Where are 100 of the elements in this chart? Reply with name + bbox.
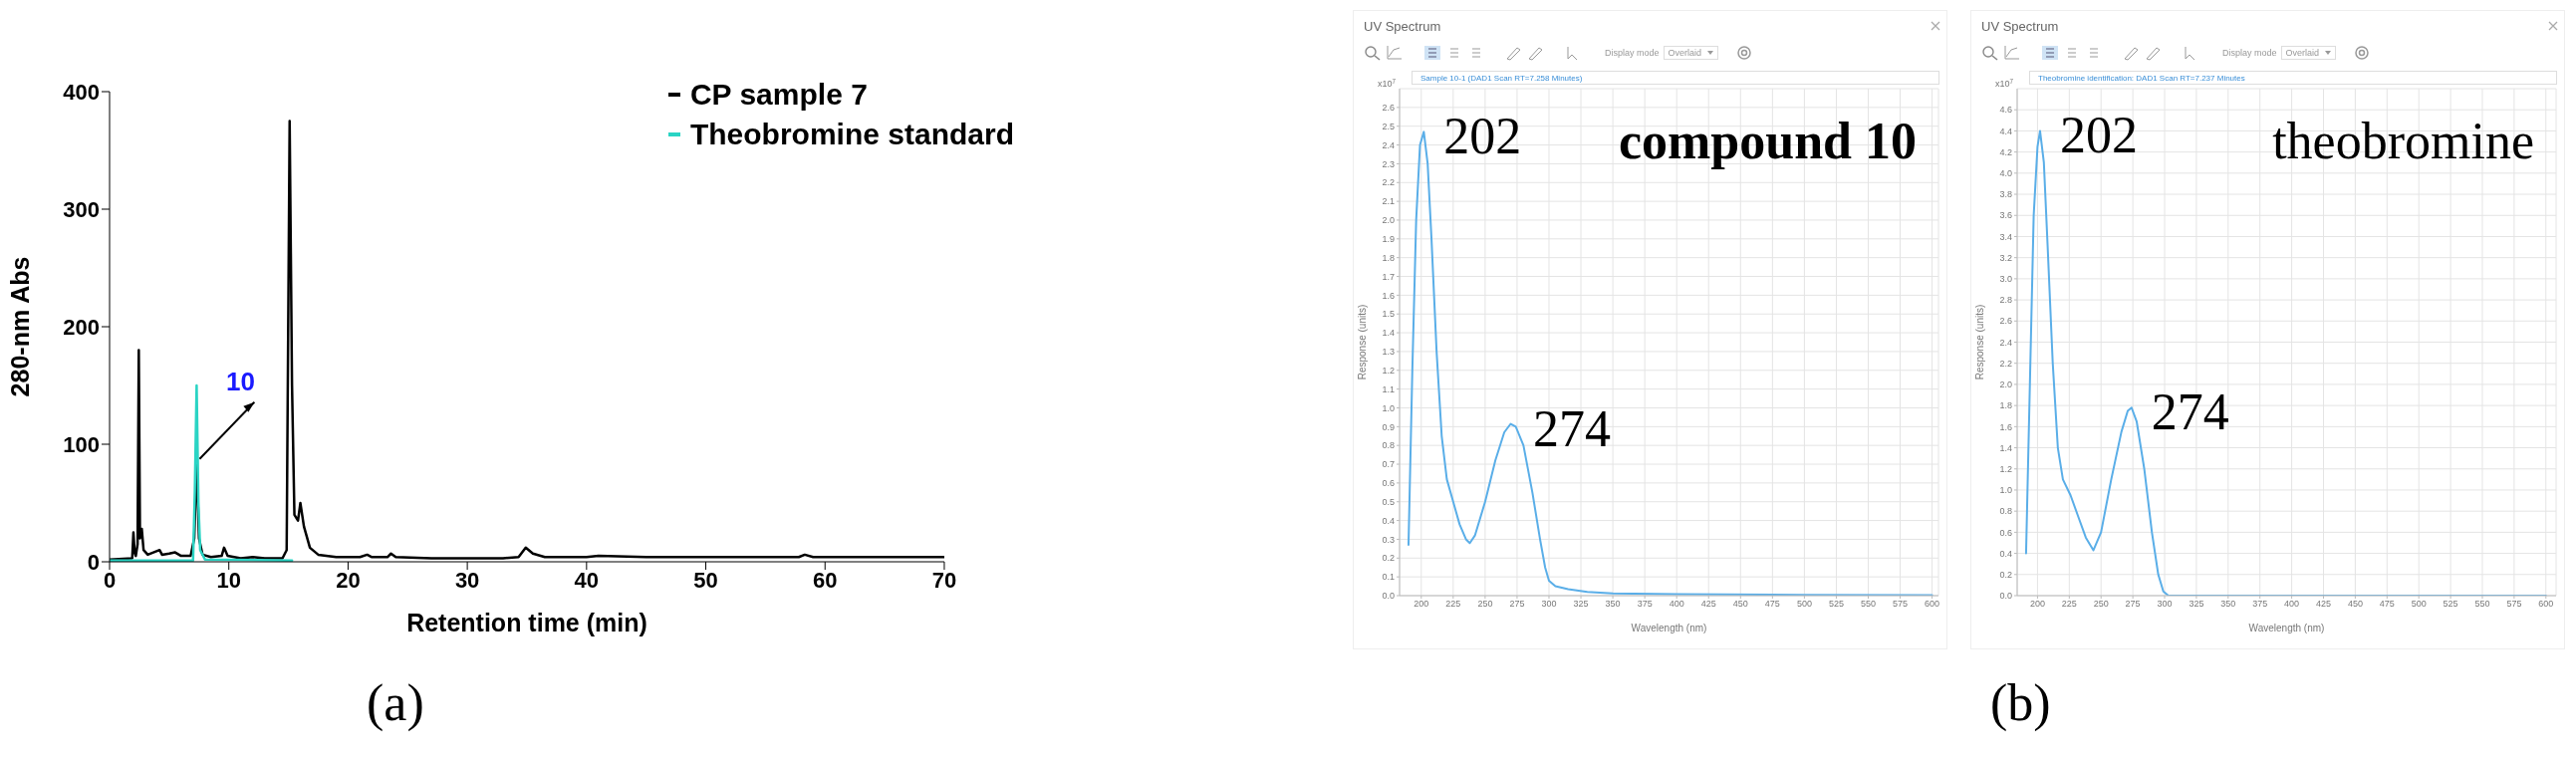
x-tick-label: 200 xyxy=(1414,599,1429,610)
x-tick-label: 200 xyxy=(2029,599,2045,610)
x-tick-label: 275 xyxy=(2125,599,2141,610)
x-tick-label: 475 xyxy=(1764,599,1780,610)
y-tick-label: 0.1 xyxy=(1382,572,1395,583)
x-tick-label: 425 xyxy=(2315,599,2332,610)
x-tick-label: 425 xyxy=(1700,599,1716,610)
dropdown-field: Overlaid xyxy=(1663,46,1719,60)
annotation: 202 xyxy=(2059,107,2138,164)
chart-subtitle: Theobromine identification: DAD1 Scan RT=7.237 Minutes xyxy=(2029,71,2557,85)
y-tick-label: 0.7 xyxy=(1382,459,1395,470)
x-tick-label: 250 xyxy=(2093,599,2109,610)
text: (b) xyxy=(1990,673,2051,732)
y-tick-label: 0.0 xyxy=(1999,591,2012,602)
text: Display mode xyxy=(2222,48,2277,58)
y-tick-label: 2.3 xyxy=(1382,158,1395,169)
y-tick-label: 2.0 xyxy=(1382,215,1395,226)
x-tick-label: 0 xyxy=(103,567,117,593)
x-tick-label: 375 xyxy=(2252,599,2268,610)
y-axis-title: Response (units) xyxy=(1973,304,1985,380)
y-tick-label: 1.6 xyxy=(1999,421,2012,432)
chart-subtitle: Sample 10-1 (DAD1 Scan RT=7.258 Minutes) xyxy=(1412,71,1939,85)
y-tick-label: 400 xyxy=(63,79,100,105)
y-tick-label: 1.6 xyxy=(1382,290,1395,301)
y-tick-label: 2.1 xyxy=(1382,196,1395,207)
x-tick-label: 400 xyxy=(1669,599,1684,610)
y-tick-label: 0.9 xyxy=(1382,421,1395,432)
y-tick-label: 0.4 xyxy=(1999,548,2012,559)
x-tick-label: 50 xyxy=(693,567,718,593)
x-tick-label: 475 xyxy=(2379,599,2395,610)
y-tick-label: 0.4 xyxy=(1382,515,1395,526)
x-tick-label: 300 xyxy=(2157,599,2173,610)
y-tick-label: 3.6 xyxy=(1999,210,2012,221)
annotation: compound 10 xyxy=(1618,113,1917,169)
dropdown-field: Overlaid xyxy=(2280,46,2337,60)
y-tick-label: 1.1 xyxy=(1382,383,1395,394)
y-tick-label: 4.6 xyxy=(1999,105,2012,116)
x-tick-label: 60 xyxy=(813,567,838,593)
y-tick-label: 1.0 xyxy=(1999,485,2012,496)
y-tick-label: 2.4 xyxy=(1382,139,1395,150)
x-tick-label: 375 xyxy=(1637,599,1653,610)
y-tick-label: 2.2 xyxy=(1382,177,1395,188)
x-tick-label: 20 xyxy=(336,567,361,593)
y-tick-label: 1.0 xyxy=(1382,402,1395,413)
y-tick-label: 200 xyxy=(63,314,100,340)
y-tick-label: 2.6 xyxy=(1999,316,2012,327)
y-tick-label: 3.8 xyxy=(1999,189,2012,200)
y-tick-label: 0.5 xyxy=(1382,496,1395,507)
y-tick-label: 0.2 xyxy=(1382,553,1395,564)
x-tick-label: 325 xyxy=(1573,599,1589,610)
y-tick-label: 1.5 xyxy=(1382,309,1395,320)
x-axis-title: Wavelength (nm) xyxy=(1631,623,1707,633)
chart-title: UV Spectrum xyxy=(1981,19,2059,34)
x-tick-label: 575 xyxy=(2506,599,2522,610)
y-tick-label: 1.4 xyxy=(1382,328,1395,339)
y-tick-label: 0.6 xyxy=(1382,478,1395,489)
annotation: 202 xyxy=(1443,108,1522,165)
y-tick-label: 0 xyxy=(87,549,100,575)
annotation: 274 xyxy=(2151,383,2229,441)
text: (a) xyxy=(367,673,424,732)
y-tick-label: 0.3 xyxy=(1382,534,1395,545)
y-tick-label: 1.7 xyxy=(1382,271,1395,282)
x-axis-title: Wavelength (nm) xyxy=(2248,623,2325,633)
x-tick-label: 575 xyxy=(1893,599,1909,610)
x-axis-title: Retention time (min) xyxy=(406,609,647,636)
x-tick-label: 450 xyxy=(1732,599,1748,610)
y-tick-label: 4.0 xyxy=(1999,168,2012,179)
y-tick-label: 100 xyxy=(63,431,100,457)
y-tick-label: 0.0 xyxy=(1382,591,1395,602)
y-tick-label: 300 xyxy=(63,196,100,222)
x-tick-label: 500 xyxy=(2411,599,2427,610)
y-tick-label: 2.4 xyxy=(1999,337,2012,348)
y-tick-label: 1.4 xyxy=(1999,442,2012,453)
y-axis-title: 280-nm Abs xyxy=(5,256,34,397)
x-tick-label: 10 xyxy=(216,567,241,593)
x-tick-label: 525 xyxy=(1828,599,1844,610)
y-tick-label: 1.2 xyxy=(1382,365,1395,376)
text: x10$^{7}$ xyxy=(1377,77,1397,89)
x-tick-label: 40 xyxy=(574,567,600,593)
y-tick-label: 0.2 xyxy=(1999,569,2012,580)
y-tick-label: 1.2 xyxy=(1999,463,2012,474)
text: x10$^{7}$ xyxy=(1994,77,2014,89)
y-tick-label: 0.8 xyxy=(1999,506,2012,517)
annotation: theobromine xyxy=(2272,113,2534,169)
x-tick-label: 600 xyxy=(2538,599,2554,610)
x-tick-label: 550 xyxy=(1860,599,1877,610)
x-tick-label: 525 xyxy=(2443,599,2458,610)
chart-title: UV Spectrum xyxy=(1364,19,1441,34)
y-tick-label: 2.5 xyxy=(1382,121,1395,131)
x-tick-label: 70 xyxy=(931,567,957,593)
y-tick-label: 0.8 xyxy=(1382,440,1395,451)
y-tick-label: 1.9 xyxy=(1382,234,1395,245)
y-tick-label: 2.6 xyxy=(1382,103,1395,114)
x-tick-label: 225 xyxy=(2061,599,2077,610)
x-tick-label: 300 xyxy=(1541,599,1557,610)
y-tick-label: 1.3 xyxy=(1382,347,1395,358)
legend-label: CP sample 7 xyxy=(689,77,868,113)
y-tick-label: 1.8 xyxy=(1382,252,1395,263)
x-tick-label: 350 xyxy=(2220,599,2236,610)
x-tick-label: 450 xyxy=(2347,599,2363,610)
